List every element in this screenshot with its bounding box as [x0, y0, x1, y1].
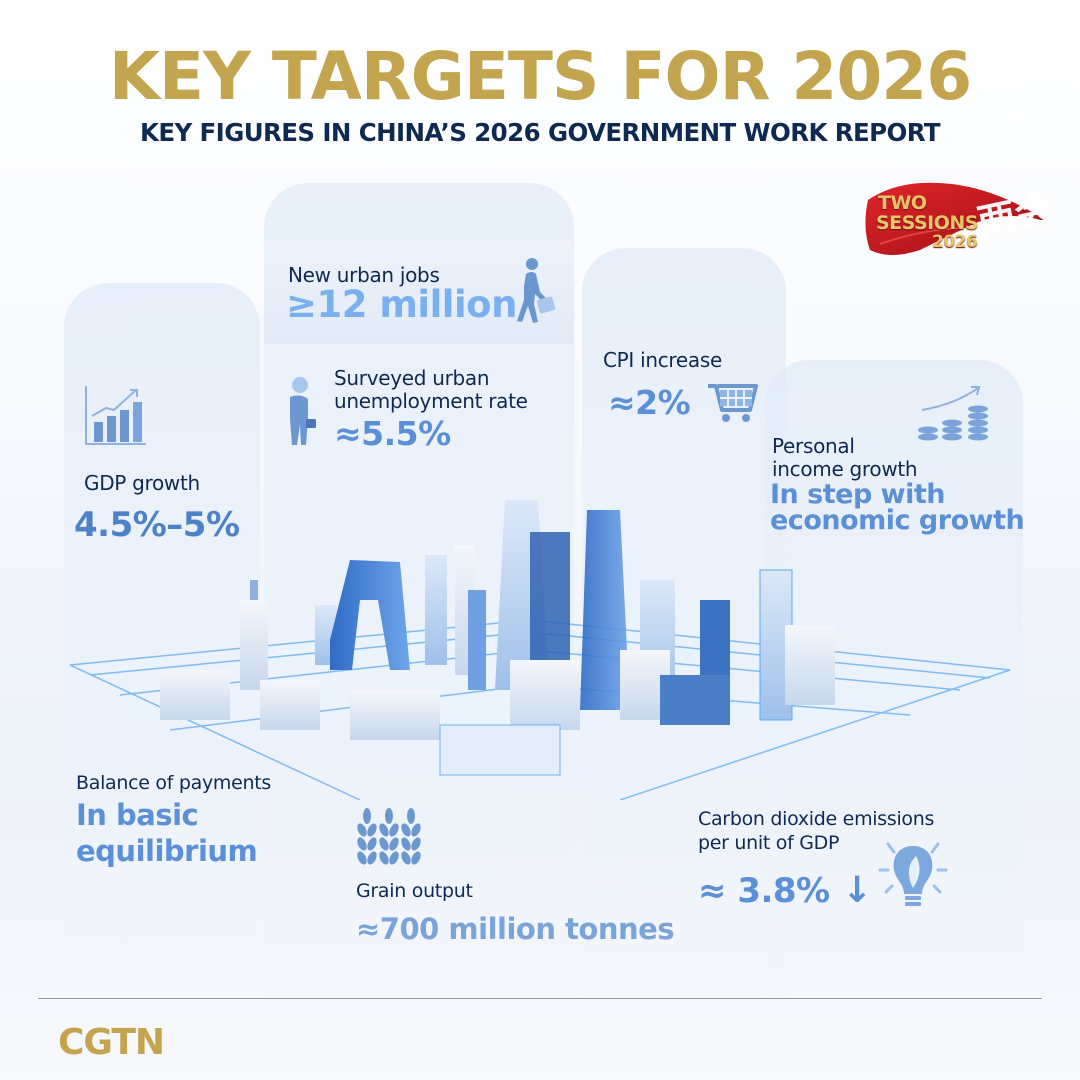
carbon-down-arrow-icon: ↓	[842, 870, 872, 911]
income-label-2: income growth	[772, 457, 918, 481]
carbon-label-2: per unit of GDP	[698, 832, 840, 854]
carbon-label-1: Carbon dioxide emissions	[698, 808, 935, 830]
coin-stacks-icon	[918, 386, 988, 441]
subtitle: KEY FIGURES IN CHINA’S 2026 GOVERNMENT W…	[139, 118, 941, 147]
shopping-cart-icon	[708, 384, 758, 422]
walking-worker-icon	[517, 258, 556, 323]
cpi-value: ≈2%	[608, 383, 691, 422]
main-title: KEY TARGETS FOR 2026	[108, 38, 972, 115]
payments-value-1: In basic	[76, 798, 199, 832]
jobs-label: New urban jobs	[288, 263, 440, 287]
income-label-1: Personal	[772, 434, 855, 458]
unemployment-label-2: unemployment rate	[334, 389, 528, 413]
grain-value: ≈700 million tonnes	[356, 912, 675, 946]
jobs-value: ≥12 million	[286, 283, 517, 326]
cpi-label: CPI increase	[603, 348, 722, 372]
carbon-value: ≈ 3.8%	[698, 871, 830, 911]
wheat-icon	[357, 808, 422, 867]
lightbulb-leaf-icon	[878, 842, 948, 906]
badge-sessions: SESSIONS	[876, 212, 978, 234]
grain-label: Grain output	[356, 880, 473, 902]
gdp-label: GDP growth	[84, 471, 200, 495]
worker-with-briefcase-icon	[290, 377, 316, 445]
gdp-value: 4.5%–5%	[74, 505, 240, 545]
footer-divider	[38, 998, 1042, 999]
cgtn-logo: CGTN	[58, 1022, 165, 1063]
income-value-1: In step with	[770, 479, 946, 510]
bar-chart-growth-icon	[85, 386, 146, 445]
badge-two: TWO	[878, 192, 927, 214]
panel-gdp	[64, 283, 260, 983]
city-skyline-illustration	[69, 500, 1011, 800]
income-value-2: economic growth	[770, 505, 1025, 536]
unemployment-label-1: Surveyed urban	[334, 366, 490, 390]
badge-year: 2026	[932, 232, 978, 252]
payments-value-2: equilibrium	[76, 834, 258, 868]
red-ribbon-icon: 两会	[865, 182, 1057, 255]
panel-jobs-top	[264, 240, 574, 344]
unemployment-value: ≈5.5%	[334, 414, 451, 453]
two-sessions-badge: 两会 TWO SESSIONS 2026	[860, 170, 1057, 262]
payments-label: Balance of payments	[76, 772, 272, 794]
